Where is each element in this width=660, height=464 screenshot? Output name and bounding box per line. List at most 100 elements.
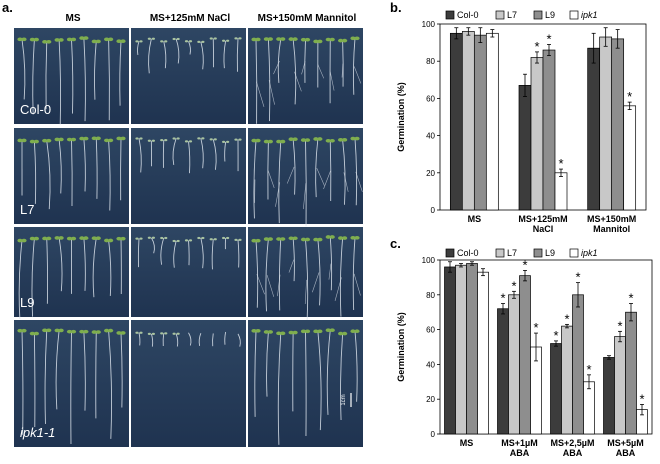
cotyledon <box>164 332 168 335</box>
legend-swatch <box>495 248 505 258</box>
cotyledon <box>313 39 319 44</box>
cotyledon <box>263 139 269 144</box>
x-category-label: MS+2,5µM <box>551 438 595 448</box>
x-category-label: MS+150mM <box>587 214 636 224</box>
cotyledon <box>292 236 298 241</box>
cotyledon <box>147 236 151 239</box>
bar-l9 <box>572 294 584 435</box>
cotyledon <box>172 137 176 140</box>
cotyledon <box>255 238 261 243</box>
cotyledon <box>222 140 226 144</box>
cotyledon <box>29 236 35 241</box>
cotyledon <box>342 38 348 43</box>
legend-swatch <box>495 10 505 20</box>
y-tick-label: 60 <box>426 326 435 335</box>
cotyledon <box>95 136 101 141</box>
significance-star: * <box>511 278 516 293</box>
cotyledon <box>108 328 114 333</box>
cotyledon <box>70 236 77 241</box>
cotyledon <box>184 140 189 143</box>
cotyledon <box>151 37 155 40</box>
cotyledon <box>29 331 35 336</box>
bar-col0 <box>603 357 615 435</box>
cotyledon <box>104 238 110 243</box>
cotyledon <box>292 330 298 335</box>
significance-star: * <box>553 328 558 343</box>
cotyledon <box>139 331 143 334</box>
cotyledon <box>201 137 205 140</box>
seedlings <box>135 331 241 347</box>
cotyledon <box>120 136 126 141</box>
cotyledon <box>91 39 97 44</box>
cotyledon <box>338 138 344 142</box>
x-category-label: MS+125mM <box>518 214 567 224</box>
seedlings <box>17 236 126 320</box>
cotyledon <box>342 138 348 142</box>
cotyledon <box>329 37 335 42</box>
cotyledon <box>164 40 168 43</box>
cotyledon <box>135 137 139 140</box>
cotyledon <box>267 237 273 241</box>
cotyledon <box>325 328 331 333</box>
cotyledon <box>292 137 298 142</box>
row-genotype-label: Col-0 <box>20 102 51 117</box>
cotyledon <box>66 236 73 241</box>
cotyledon <box>42 40 48 44</box>
cotyledon <box>70 329 77 334</box>
cotyledon <box>83 236 89 240</box>
cotyledon <box>147 139 151 142</box>
seedlings <box>17 36 126 125</box>
cotyledon <box>147 37 151 40</box>
panel-label: b. <box>390 0 402 15</box>
legend-label: L7 <box>507 248 517 258</box>
bar-ipk1 <box>485 32 499 211</box>
y-tick-label: 40 <box>426 360 435 369</box>
x-category-label: ABA <box>563 448 583 458</box>
cotyledon <box>176 239 180 243</box>
bar-l9 <box>625 311 637 435</box>
cotyledon <box>234 238 238 241</box>
cotyledon <box>120 236 126 241</box>
cotyledon <box>33 331 39 336</box>
cotyledon <box>201 236 205 240</box>
seedlings <box>135 137 242 174</box>
cotyledon <box>313 237 319 242</box>
cotyledon <box>226 140 230 144</box>
cotyledon <box>160 40 164 43</box>
significance-star: * <box>586 362 591 377</box>
legend-label: Col-0 <box>457 10 479 20</box>
row-genotype-label: L9 <box>20 295 34 310</box>
bar-l7 <box>614 336 626 435</box>
significance-star: * <box>627 89 632 104</box>
cotyledon <box>350 329 356 334</box>
cotyledon <box>329 138 335 143</box>
cotyledon <box>188 140 193 143</box>
cotyledon <box>197 40 201 44</box>
bar-l7 <box>508 294 520 435</box>
cotyledon <box>354 36 360 41</box>
cotyledon <box>304 329 311 334</box>
cotyledon <box>292 37 298 41</box>
x-category-label: ABA <box>616 448 636 458</box>
bar-l7 <box>530 57 544 211</box>
cotyledon <box>33 236 39 241</box>
seedlings <box>251 235 361 321</box>
cotyledon <box>209 37 213 40</box>
cotyledon <box>201 40 205 44</box>
cotyledon <box>108 37 114 42</box>
bar-l9 <box>466 263 478 435</box>
cotyledon <box>222 236 226 240</box>
cotyledon <box>276 237 282 241</box>
cotyledon <box>116 236 122 241</box>
cotyledon <box>213 238 217 241</box>
row-genotype-label: L7 <box>20 202 34 217</box>
cotyledon <box>54 137 60 142</box>
cotyledon <box>251 37 257 42</box>
cotyledon <box>288 137 294 142</box>
cotyledon <box>104 37 110 42</box>
column-label: MS+150mM Mannitol <box>258 13 357 24</box>
x-category-label: MS <box>460 438 474 448</box>
bar-l9 <box>542 49 556 211</box>
cotyledon <box>280 331 286 336</box>
cotyledon <box>139 40 143 43</box>
